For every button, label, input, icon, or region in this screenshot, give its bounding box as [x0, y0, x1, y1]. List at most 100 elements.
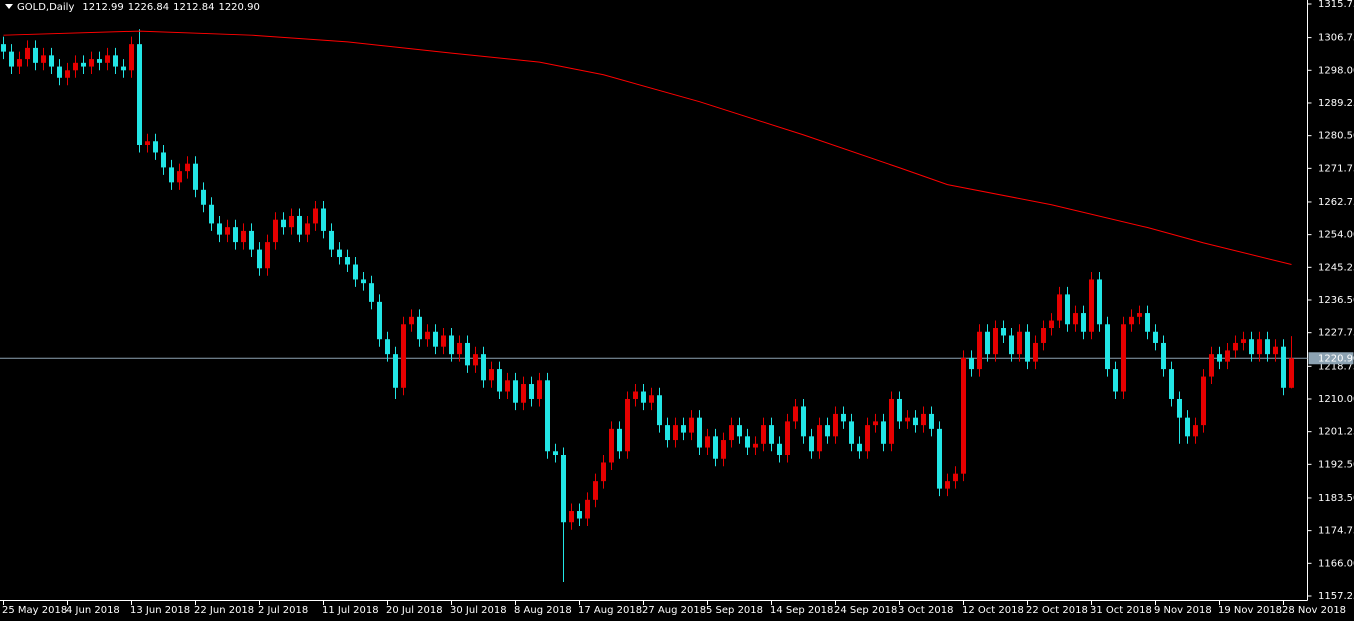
- x-tick-label: 4 Jun 2018: [66, 605, 120, 616]
- candle-body: [89, 59, 94, 67]
- candle-body: [473, 354, 478, 366]
- candle-body: [1057, 294, 1062, 321]
- candle-body: [65, 70, 70, 78]
- y-tick-label: 1280.50: [1318, 131, 1354, 142]
- candle-body: [1065, 294, 1070, 325]
- menu-triangle[interactable]: [5, 4, 13, 9]
- candle-body: [249, 230, 254, 250]
- x-tick-label: 22 Jun 2018: [194, 605, 254, 616]
- x-tick-label: 17 Aug 2018: [578, 605, 642, 616]
- candle-body: [401, 324, 406, 388]
- candle-body: [1201, 376, 1206, 426]
- candle-body: [169, 167, 174, 183]
- candle-body: [977, 331, 982, 370]
- header-value: 1226.84: [128, 2, 169, 13]
- candle-body: [993, 328, 998, 355]
- candle-body: [649, 395, 654, 403]
- x-tick-label: 8 Aug 2018: [514, 605, 572, 616]
- candle-body: [681, 425, 686, 433]
- candle-body: [585, 499, 590, 519]
- candle-body: [225, 227, 230, 235]
- candle-body: [145, 141, 150, 145]
- y-tick-label: 1192.50: [1318, 459, 1354, 470]
- candle-body: [905, 417, 910, 422]
- candle-body: [865, 425, 870, 452]
- candle-body: [161, 152, 166, 168]
- candle-body: [105, 55, 110, 63]
- candle-body: [393, 354, 398, 388]
- candle-body: [921, 413, 926, 426]
- candle-body: [1009, 335, 1014, 355]
- candle-body: [1281, 346, 1286, 388]
- candle-body: [353, 264, 358, 280]
- candle-body: [737, 425, 742, 437]
- candle-body: [849, 421, 854, 444]
- candle-body: [257, 249, 262, 269]
- x-tick-label: 13 Jun 2018: [130, 605, 190, 616]
- x-tick-label: 20 Jul 2018: [386, 605, 443, 616]
- candle-body: [457, 342, 462, 355]
- candle-body: [409, 316, 414, 325]
- candle-body: [841, 413, 846, 422]
- candle-body: [1177, 398, 1182, 418]
- candle-body: [521, 384, 526, 403]
- candle-body: [177, 171, 182, 183]
- symbol: GOLD,Daily: [17, 2, 74, 13]
- candle-body: [969, 357, 974, 370]
- candle-body: [721, 440, 726, 459]
- x-tick-label: 31 Oct 2018: [1090, 605, 1152, 616]
- candle-body: [97, 59, 102, 63]
- candle-body: [593, 481, 598, 500]
- candle-body: [481, 354, 486, 381]
- candle-body: [129, 44, 134, 71]
- y-tick-label: 1174.75: [1318, 526, 1354, 537]
- candle-body: [1113, 369, 1118, 392]
- candle-body: [193, 163, 198, 190]
- candle-body: [633, 391, 638, 399]
- candle-body: [329, 230, 334, 250]
- candle-body: [1249, 339, 1254, 355]
- x-tick-label: 28 Nov 2018: [1282, 605, 1346, 616]
- candle-body: [705, 436, 710, 448]
- candle-body: [217, 223, 222, 235]
- x-tick-label: 3 Oct 2018: [898, 605, 953, 616]
- candle-body: [1153, 331, 1158, 343]
- y-tick-label: 1271.75: [1318, 163, 1354, 174]
- candle-body: [609, 428, 614, 463]
- candle-body: [729, 425, 734, 441]
- y-tick-label: 1183.50: [1318, 493, 1354, 504]
- candle-body: [1129, 316, 1134, 325]
- candle-body: [897, 398, 902, 422]
- candle-body: [945, 481, 950, 489]
- candle-body: [625, 398, 630, 452]
- x-tick-label: 24 Sep 2018: [834, 605, 897, 616]
- chart-header: GOLD,Daily 1212.99 1226.84 1212.84 1220.90: [17, 2, 260, 13]
- candle-body: [305, 223, 310, 235]
- candle-body: [73, 62, 78, 71]
- candle-body: [601, 462, 606, 482]
- candle-body: [241, 230, 246, 243]
- candle-body: [385, 339, 390, 355]
- candle-body: [745, 436, 750, 448]
- candle-body: [265, 242, 270, 269]
- candle-body: [425, 331, 430, 340]
- candle-body: [289, 215, 294, 228]
- candle-body: [321, 208, 326, 231]
- candle-body: [209, 204, 214, 224]
- y-tick-label: 1298.00: [1318, 65, 1354, 76]
- candle-body: [185, 163, 190, 172]
- candle-body: [985, 331, 990, 355]
- candle-body: [1289, 358, 1294, 388]
- candle-body: [825, 425, 830, 437]
- candle-body: [1001, 328, 1006, 336]
- candle-body: [833, 413, 838, 437]
- y-tick-label: 1245.25: [1318, 262, 1354, 273]
- candle-body: [233, 227, 238, 243]
- y-tick-label: 1218.75: [1318, 361, 1354, 372]
- candle-body: [1161, 342, 1166, 370]
- candle-body: [81, 62, 86, 67]
- candle-body: [761, 425, 766, 444]
